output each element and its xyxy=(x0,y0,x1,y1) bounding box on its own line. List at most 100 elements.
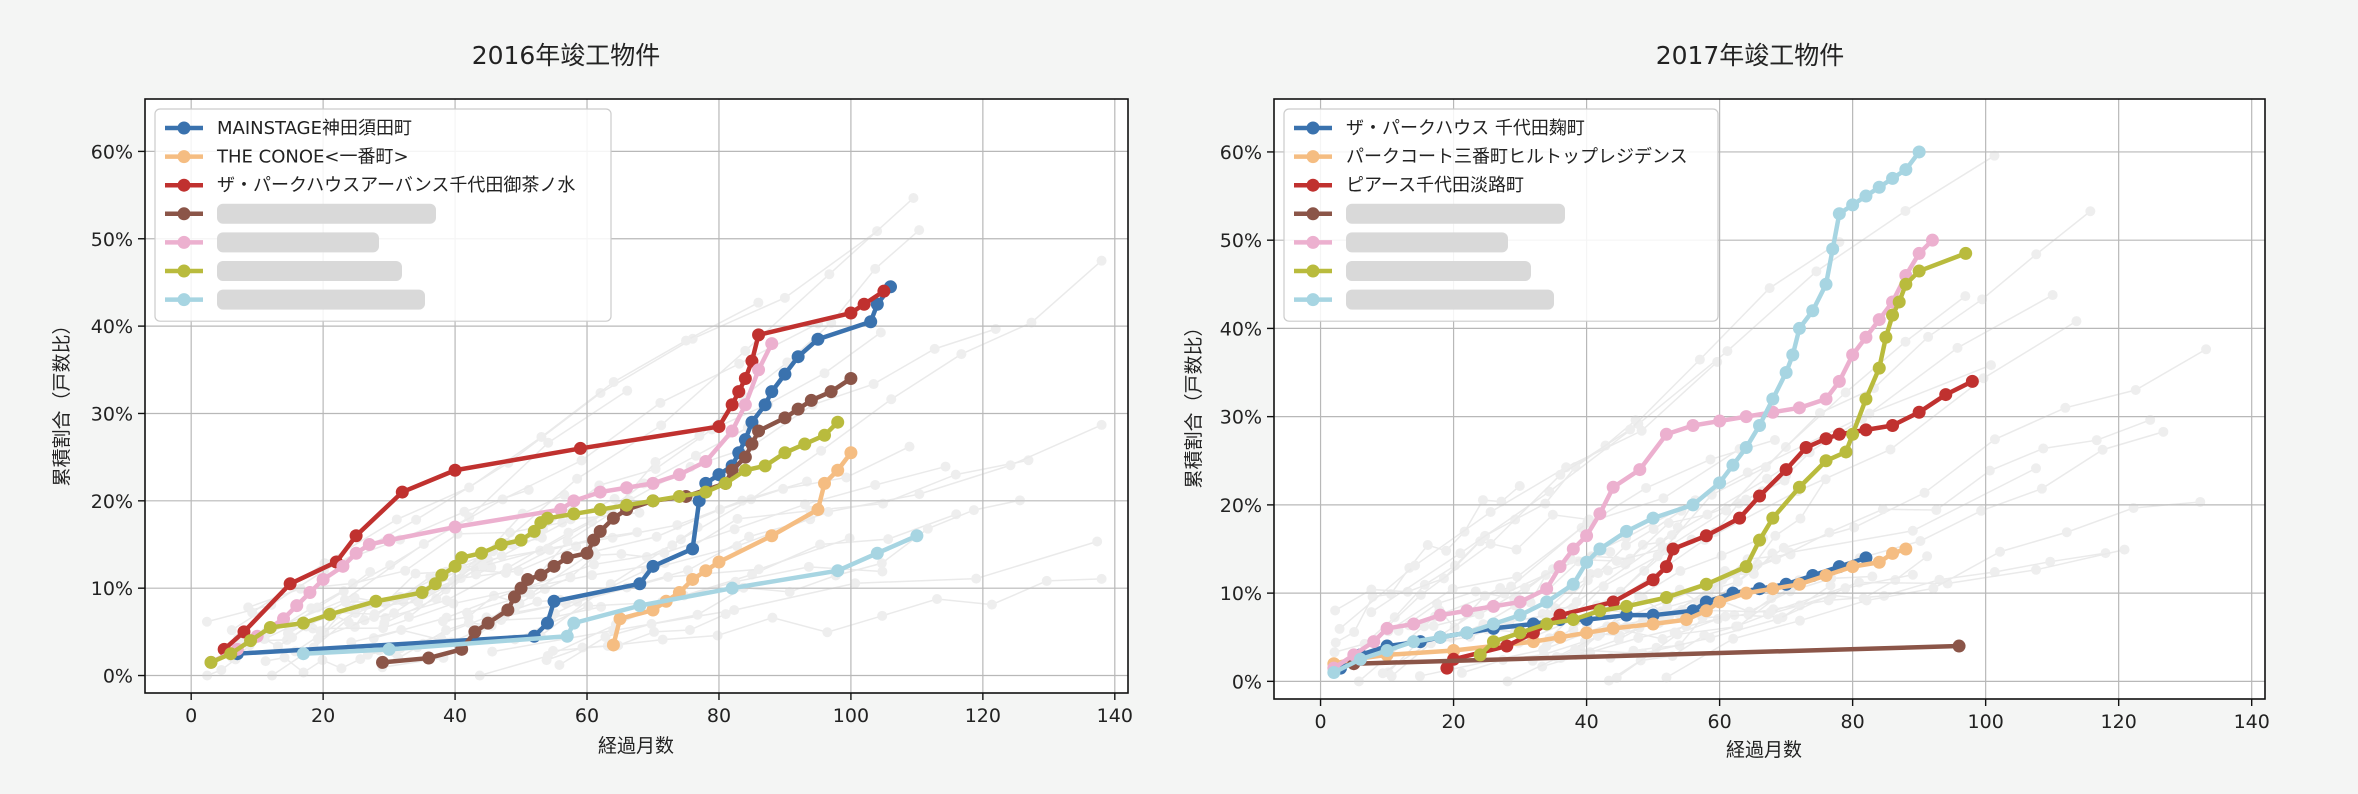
chart-2017: 2017年竣工物件 経過月数 累積割合（戸数比） 0 20 40 60 80 100 120… xyxy=(1183,41,2270,761)
background-point xyxy=(1780,441,1791,452)
data-point xyxy=(1886,171,1900,185)
background-point xyxy=(1568,624,1579,635)
data-point xyxy=(395,485,409,499)
background-point xyxy=(2130,385,2141,396)
plot-frame xyxy=(144,98,1129,694)
data-point xyxy=(1620,599,1634,613)
data-point xyxy=(540,616,554,630)
background-line xyxy=(1481,294,2054,654)
data-point xyxy=(1733,511,1747,525)
background-point xyxy=(1661,672,1672,683)
data-point xyxy=(1739,441,1753,455)
data-point xyxy=(244,634,258,648)
background-point xyxy=(801,476,812,487)
background-point xyxy=(1712,614,1723,625)
background-point xyxy=(1743,609,1754,620)
background-point xyxy=(1485,507,1496,518)
data-point xyxy=(1826,242,1840,256)
background-point xyxy=(571,541,582,552)
y-tick-label: 0% xyxy=(103,666,133,688)
background-point xyxy=(1096,419,1107,430)
background-point xyxy=(577,642,588,653)
data-point xyxy=(1713,414,1727,428)
background-point xyxy=(266,670,277,681)
series-6 xyxy=(204,415,845,669)
background-line xyxy=(1556,537,1764,658)
background-point xyxy=(437,616,448,627)
background-point xyxy=(350,608,361,619)
background-line xyxy=(271,494,565,677)
background-point xyxy=(1613,634,1624,645)
background-point xyxy=(554,660,565,671)
x-axis-label-2016: 経過月数 xyxy=(598,735,674,757)
background-point xyxy=(1611,555,1622,566)
background-point xyxy=(824,269,835,280)
background-point xyxy=(2195,496,2206,507)
background-point xyxy=(413,596,424,607)
data-point xyxy=(804,393,818,407)
data-point xyxy=(468,625,482,639)
data-point xyxy=(1859,423,1873,437)
data-point xyxy=(699,455,713,469)
data-point xyxy=(831,463,845,477)
background-point xyxy=(396,624,407,635)
background-point xyxy=(1952,342,1963,353)
background-point xyxy=(1995,546,2006,557)
background-point xyxy=(1633,633,1644,644)
background-point xyxy=(1733,621,1744,632)
background-point xyxy=(1630,415,1641,426)
background-line xyxy=(1607,552,2106,640)
series-line xyxy=(1353,643,1960,666)
background-point xyxy=(216,664,227,675)
data-point xyxy=(534,568,548,582)
background-point xyxy=(634,507,645,518)
background-point xyxy=(1366,607,1377,618)
background-point xyxy=(1824,527,1835,538)
background-point xyxy=(1555,469,1566,480)
background-point xyxy=(349,621,360,632)
background-point xyxy=(816,445,827,456)
background-point xyxy=(729,524,740,535)
background-line xyxy=(1335,485,1521,644)
data-point xyxy=(540,511,554,525)
legend-label-redacted xyxy=(217,203,436,224)
background-point xyxy=(1449,560,1460,571)
background-point xyxy=(355,654,366,665)
data-point xyxy=(521,572,535,586)
background-point xyxy=(488,590,499,601)
data-point xyxy=(1513,595,1527,609)
data-point xyxy=(1646,617,1660,631)
data-point xyxy=(1846,560,1860,574)
background-point xyxy=(844,533,855,544)
background-line xyxy=(265,646,418,674)
data-point xyxy=(1965,374,1979,388)
background-point xyxy=(1428,621,1439,632)
background-point xyxy=(441,595,452,606)
data-point xyxy=(1580,626,1594,640)
background-point xyxy=(690,450,701,461)
background-point xyxy=(1716,550,1727,561)
background-point xyxy=(441,612,452,623)
background-point xyxy=(1455,548,1466,559)
background-point xyxy=(1510,514,1521,525)
background-point xyxy=(1657,544,1668,555)
data-point xyxy=(1646,573,1660,587)
data-point xyxy=(1779,463,1793,477)
background-point xyxy=(2045,556,2056,567)
data-point xyxy=(1753,418,1767,432)
background-point xyxy=(1960,291,1971,302)
background-point xyxy=(1603,675,1614,686)
background-point xyxy=(1582,517,1593,528)
background-point xyxy=(319,627,330,638)
background-point xyxy=(572,473,583,484)
data-point xyxy=(831,415,845,429)
data-point xyxy=(593,485,607,499)
background-point xyxy=(1748,568,1759,579)
x-tick-label: 80 xyxy=(707,705,731,727)
data-point xyxy=(1500,639,1514,653)
background-point xyxy=(1633,419,1644,430)
background-point xyxy=(471,569,482,580)
legend-swatch-marker xyxy=(177,207,191,221)
background-point xyxy=(1907,569,1918,580)
